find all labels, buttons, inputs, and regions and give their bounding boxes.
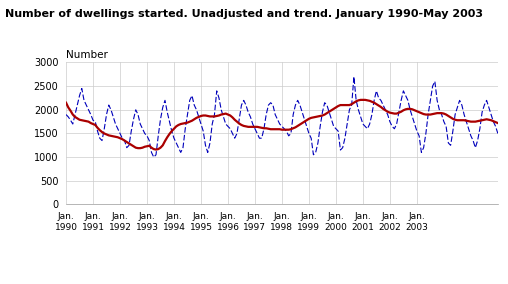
Number of dwellings, trend <box>333 106 339 109</box>
Number of dwellings, trend <box>391 112 397 115</box>
Number of dwellings, unadjusted <box>223 122 229 126</box>
Line: Number of dwellings, trend: Number of dwellings, trend <box>66 100 498 150</box>
Number of dwellings, trend <box>495 121 501 125</box>
Number of dwellings, unadjusted <box>391 127 397 130</box>
Number of dwellings, unadjusted <box>151 155 157 159</box>
Text: Number: Number <box>66 50 108 60</box>
Number of dwellings, unadjusted <box>495 132 501 135</box>
Number of dwellings, unadjusted <box>63 113 69 116</box>
Number of dwellings, trend <box>63 101 69 105</box>
Number of dwellings, trend <box>167 132 173 136</box>
Number of dwellings, trend <box>223 112 229 115</box>
Number of dwellings, trend <box>389 111 395 115</box>
Line: Number of dwellings, unadjusted: Number of dwellings, unadjusted <box>66 77 498 157</box>
Legend: Number of dwellings, unadjusted, Number of dwellings, trend: Number of dwellings, unadjusted, Number … <box>99 283 465 284</box>
Number of dwellings, unadjusted <box>351 75 357 78</box>
Number of dwellings, trend <box>358 98 364 102</box>
Number of dwellings, trend <box>153 148 159 151</box>
Number of dwellings, unadjusted <box>333 127 339 130</box>
Text: Number of dwellings started. Unadjusted and trend. January 1990-May 2003: Number of dwellings started. Unadjusted … <box>5 9 483 18</box>
Number of dwellings, trend <box>238 123 244 127</box>
Number of dwellings, unadjusted <box>389 125 395 128</box>
Number of dwellings, unadjusted <box>167 120 173 123</box>
Number of dwellings, unadjusted <box>238 103 244 107</box>
